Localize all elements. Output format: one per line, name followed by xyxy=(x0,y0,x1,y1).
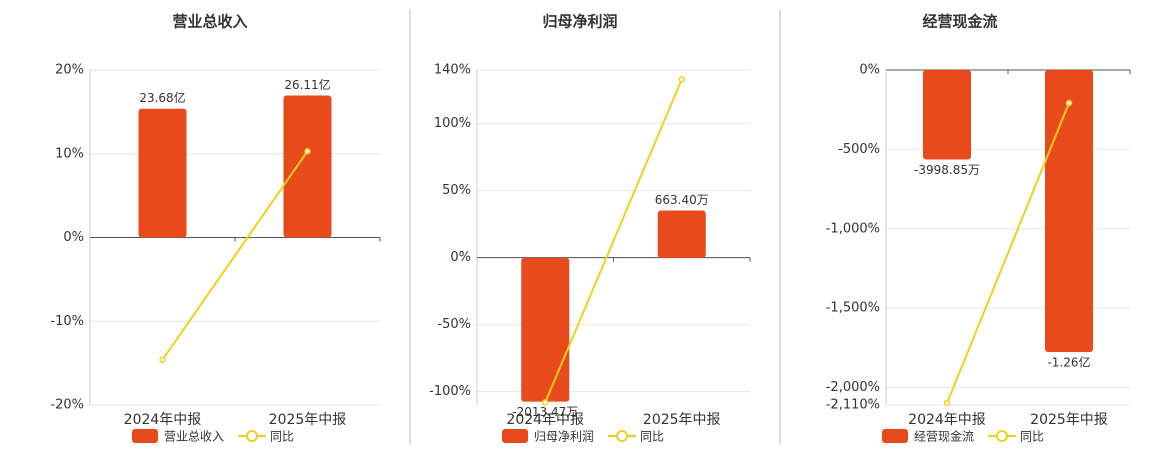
bar xyxy=(923,70,971,160)
y-tick-label: -1,500% xyxy=(826,301,880,316)
line xyxy=(544,78,683,403)
point xyxy=(304,147,311,155)
value-label: 23.68亿 xyxy=(139,90,185,105)
chart-title: 营业总收入 xyxy=(172,13,247,31)
legend-swatch xyxy=(132,429,158,443)
legend-label: 同比 xyxy=(1020,430,1044,444)
point xyxy=(159,356,166,364)
legend-swatch xyxy=(502,429,528,443)
y-tick-label: -2,000% xyxy=(826,380,880,395)
y-tick-label: 0% xyxy=(63,230,84,245)
value-label: -2013.47万 xyxy=(512,405,578,419)
bar xyxy=(1045,70,1093,352)
y-tick-label: -2,110% xyxy=(826,398,880,413)
y-tick-label: 0% xyxy=(450,250,471,265)
point xyxy=(678,76,685,83)
legend-marker xyxy=(246,430,259,442)
x-tick-label: 2024年中报 xyxy=(506,412,584,428)
point xyxy=(943,399,951,407)
y-tick-label: 50% xyxy=(442,183,471,198)
y-tick-label: -10% xyxy=(50,314,84,329)
bar xyxy=(138,108,187,238)
y-tick-label: -500% xyxy=(838,142,880,157)
legend-marker xyxy=(616,430,629,442)
chart-title: 经营现金流 xyxy=(922,13,997,31)
line xyxy=(946,102,1070,404)
legend-marker xyxy=(996,430,1009,442)
bar xyxy=(521,257,570,402)
bar xyxy=(657,210,706,258)
value-label: 26.11亿 xyxy=(284,77,330,92)
point xyxy=(542,399,549,406)
x-tick-label: 2025年中报 xyxy=(643,412,721,428)
value-label: -3998.85万 xyxy=(914,163,980,177)
legend-label: 归母净利润 xyxy=(534,430,594,444)
legend-swatch xyxy=(882,429,908,443)
y-tick-label: 0% xyxy=(859,63,880,78)
value-label: 663.40万 xyxy=(655,193,709,207)
y-tick-label: -50% xyxy=(437,317,471,332)
x-tick-label: 2025年中报 xyxy=(1030,412,1108,428)
legend-label: 经营现金流 xyxy=(914,429,974,444)
line xyxy=(161,150,309,361)
legend-label: 同比 xyxy=(640,430,664,444)
bar xyxy=(283,95,332,238)
value-label: -1.26亿 xyxy=(1047,354,1090,369)
legend-label: 营业总收入 xyxy=(164,430,224,444)
y-tick-label: 10% xyxy=(55,146,84,161)
legend-label: 同比 xyxy=(270,430,294,444)
y-tick-label: 140% xyxy=(434,63,471,78)
y-tick-label: -1,000% xyxy=(826,221,880,236)
x-tick-label: 2024年中报 xyxy=(908,412,986,428)
chart-title: 归母净利润 xyxy=(542,13,617,31)
y-tick-label: -100% xyxy=(429,384,471,399)
y-tick-label: 20% xyxy=(55,63,84,78)
y-tick-label: -20% xyxy=(50,398,84,413)
y-tick-label: 100% xyxy=(434,116,471,131)
x-tick-label: 2024年中报 xyxy=(124,412,202,428)
point xyxy=(1065,99,1073,107)
x-tick-label: 2025年中报 xyxy=(269,412,347,428)
